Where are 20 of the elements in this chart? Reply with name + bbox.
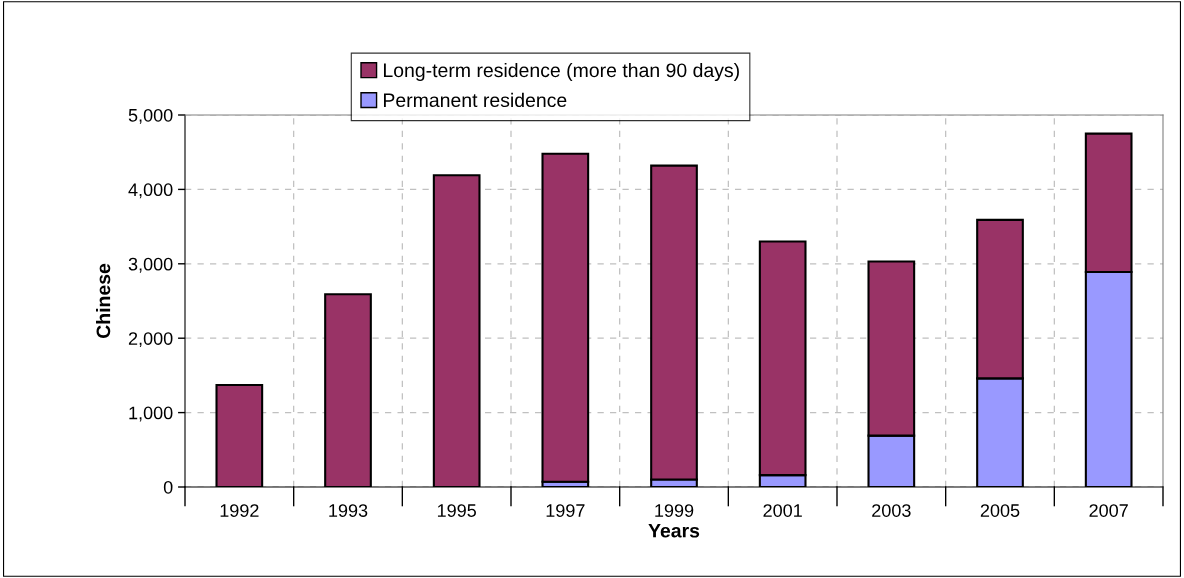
legend-label: Permanent residence (384, 92, 567, 108)
y-tick-label: 0 (163, 480, 173, 494)
x-tick-label: 2005 (980, 504, 1020, 517)
x-tick-label: 2003 (872, 504, 911, 517)
x-tick-label: 1997 (546, 504, 585, 517)
legend-label: Long-term residence (more than 90 days) (384, 62, 739, 82)
x-tick-label: 1993 (329, 504, 368, 517)
y-tick-label: 3,000 (128, 257, 173, 273)
y-tick-label: 1,000 (129, 406, 173, 422)
y-axis-title: Chinese (96, 263, 111, 339)
x-tick-label: 2007 (1089, 504, 1128, 517)
x-tick-label: 1995 (437, 504, 476, 517)
x-tick-label: 1992 (220, 504, 259, 517)
x-axis-title: Years (648, 523, 700, 538)
x-tick-label: 1999 (655, 504, 694, 517)
y-tick-label: 2,000 (128, 332, 173, 348)
y-tick-label: 5,000 (128, 108, 173, 124)
x-tick-label: 2001 (763, 504, 802, 517)
bar (541, 152, 590, 483)
y-tick-label: 4,000 (128, 183, 173, 199)
